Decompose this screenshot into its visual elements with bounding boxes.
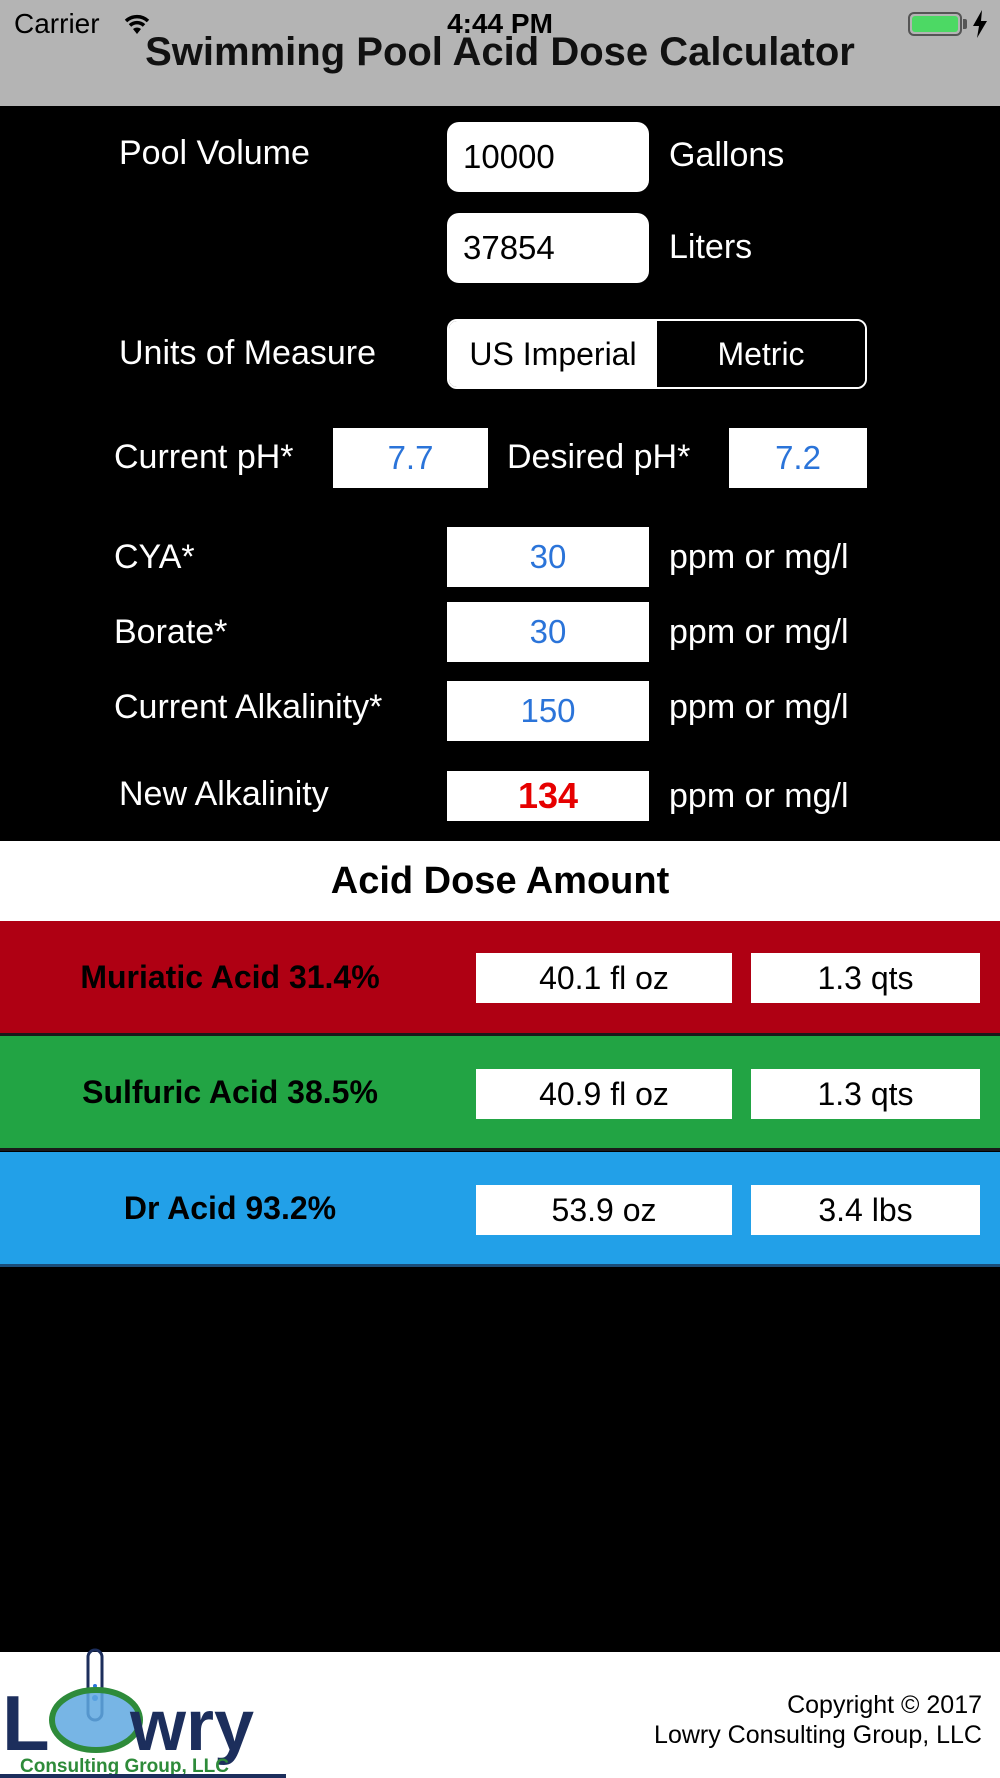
acid-amount-primary: 40.1 fl oz — [476, 953, 732, 1003]
sulfuric-acid-row: Sulfuric Acid 38.5% 40.9 fl oz 1.3 qts — [0, 1036, 1000, 1151]
borate-label: Borate* — [114, 613, 228, 651]
carrier-label: Carrier — [14, 8, 100, 39]
liters-input[interactable]: 37854 — [447, 213, 649, 283]
acid-dose-header: Acid Dose Amount — [0, 841, 1000, 921]
footer — [0, 1652, 1000, 1778]
muriatic-acid-row: Muriatic Acid 31.4% 40.1 fl oz 1.3 qts — [0, 921, 1000, 1036]
status-time: 4:44 PM — [447, 8, 553, 39]
copyright: Copyright © 2017 Lowry Consulting Group,… — [654, 1690, 982, 1750]
cya-label: CYA* — [114, 538, 195, 576]
desired-ph-label: Desired pH* — [507, 438, 691, 476]
battery-tip — [963, 19, 967, 29]
acid-amount-primary: 53.9 oz — [476, 1185, 732, 1235]
current-alkalinity-unit-label: ppm or mg/l — [669, 688, 849, 726]
current-ph-input[interactable]: 7.7 — [333, 428, 488, 488]
acid-name: Sulfuric Acid 38.5% — [82, 1074, 378, 1110]
acid-name: Dr Acid 93.2% — [123, 1190, 337, 1226]
new-alkalinity-value: 134 — [447, 771, 649, 821]
svg-text:wry: wry — [129, 1686, 254, 1766]
acid-name: Muriatic Acid 31.4% — [80, 959, 380, 995]
gallons-unit-label: Gallons — [669, 136, 785, 174]
new-alkalinity-unit-label: ppm or mg/l — [669, 777, 849, 815]
cya-input[interactable]: 30 — [447, 527, 649, 587]
copyright-line-2: Lowry Consulting Group, LLC — [654, 1721, 982, 1749]
svg-text:L: L — [2, 1679, 50, 1767]
dr-acid-row: Dr Acid 93.2% 53.9 oz 3.4 lbs — [0, 1152, 1000, 1267]
borate-unit-label: ppm or mg/l — [669, 613, 849, 651]
status-bar — [0, 0, 1000, 106]
borate-input[interactable]: 30 — [447, 602, 649, 662]
units-of-measure-label: Units of Measure — [119, 334, 376, 372]
pool-volume-label: Pool Volume — [119, 134, 310, 172]
liters-unit-label: Liters — [669, 228, 753, 266]
charging-bolt-icon — [973, 10, 987, 38]
page-title: Swimming Pool Acid Dose Calculator — [145, 30, 855, 74]
current-ph-label: Current pH* — [114, 438, 294, 476]
current-alkalinity-input[interactable]: 150 — [447, 681, 649, 741]
wifi-icon — [124, 14, 150, 34]
new-alkalinity-label: New Alkalinity — [119, 775, 329, 813]
battery-icon — [908, 12, 962, 36]
company-logo: L wry Consulting Group, LLC — [0, 1648, 286, 1778]
copyright-line-1: Copyright © 2017 — [787, 1691, 982, 1719]
gallons-input[interactable]: 10000 — [447, 122, 649, 192]
segment-metric[interactable]: Metric — [657, 321, 865, 387]
acid-amount-secondary: 3.4 lbs — [751, 1185, 980, 1235]
acid-amount-secondary: 1.3 qts — [751, 1069, 980, 1119]
units-segmented-control: US Imperial Metric — [447, 319, 867, 389]
acid-amount-primary: 40.9 fl oz — [476, 1069, 732, 1119]
segment-us-imperial[interactable]: US Imperial — [449, 321, 657, 387]
svg-text:Consulting Group, LLC: Consulting Group, LLC — [20, 1756, 229, 1777]
acid-amount-secondary: 1.3 qts — [751, 953, 980, 1003]
desired-ph-input[interactable]: 7.2 — [729, 428, 867, 488]
current-alkalinity-label: Current Alkalinity* — [114, 688, 383, 726]
cya-unit-label: ppm or mg/l — [669, 538, 849, 576]
